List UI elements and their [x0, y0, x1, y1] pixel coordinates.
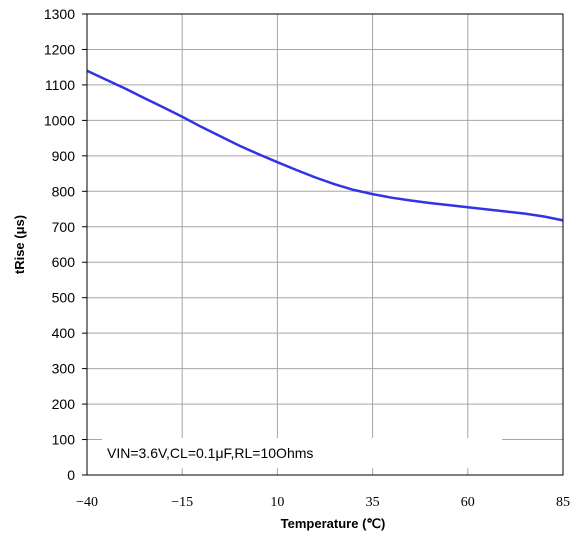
y-tick-label: 100: [52, 432, 76, 448]
y-tick-label: 1000: [44, 112, 75, 128]
y-tick-label: 600: [52, 254, 76, 270]
y-axis: 0 100 200 300 400 500 600 700 800 900 1000 1100 1200…: [44, 6, 87, 483]
grid: [87, 14, 563, 475]
y-tick-label: 500: [52, 290, 76, 306]
x-tick-label: −40: [76, 495, 98, 510]
y-tick-label: 800: [52, 183, 76, 199]
y-tick-label: 1300: [44, 6, 75, 22]
y-tick-label: 0: [67, 467, 75, 483]
x-tick-label: 85: [556, 495, 570, 510]
y-tick-label: 1100: [45, 77, 75, 93]
series-line: [86, 69, 564, 222]
plot-frame: [86, 13, 564, 476]
y-tick-label: 700: [52, 219, 76, 235]
x-axis: −40 −15 10 35 60 85: [76, 495, 570, 510]
annotation-background: [102, 438, 502, 468]
series-layer: [86, 69, 564, 222]
y-tick-label: 1200: [44, 41, 75, 57]
annotation-text: VIN=3.6V,CL=0.1μF,RL=10Ohms: [107, 445, 313, 461]
x-tick-label: 60: [461, 495, 475, 510]
x-tick-label: −15: [171, 495, 193, 510]
y-tick-label: 300: [52, 361, 76, 377]
y-tick-label: 900: [52, 148, 76, 164]
x-tick-label: 35: [366, 495, 380, 510]
y-tick-label: 200: [52, 396, 76, 412]
y-axis-title: tRise (μs): [12, 215, 27, 274]
x-axis-title: Temperature (℃): [281, 516, 386, 531]
x-tick-label: 10: [270, 495, 284, 510]
y-tick-label: 400: [52, 325, 76, 341]
